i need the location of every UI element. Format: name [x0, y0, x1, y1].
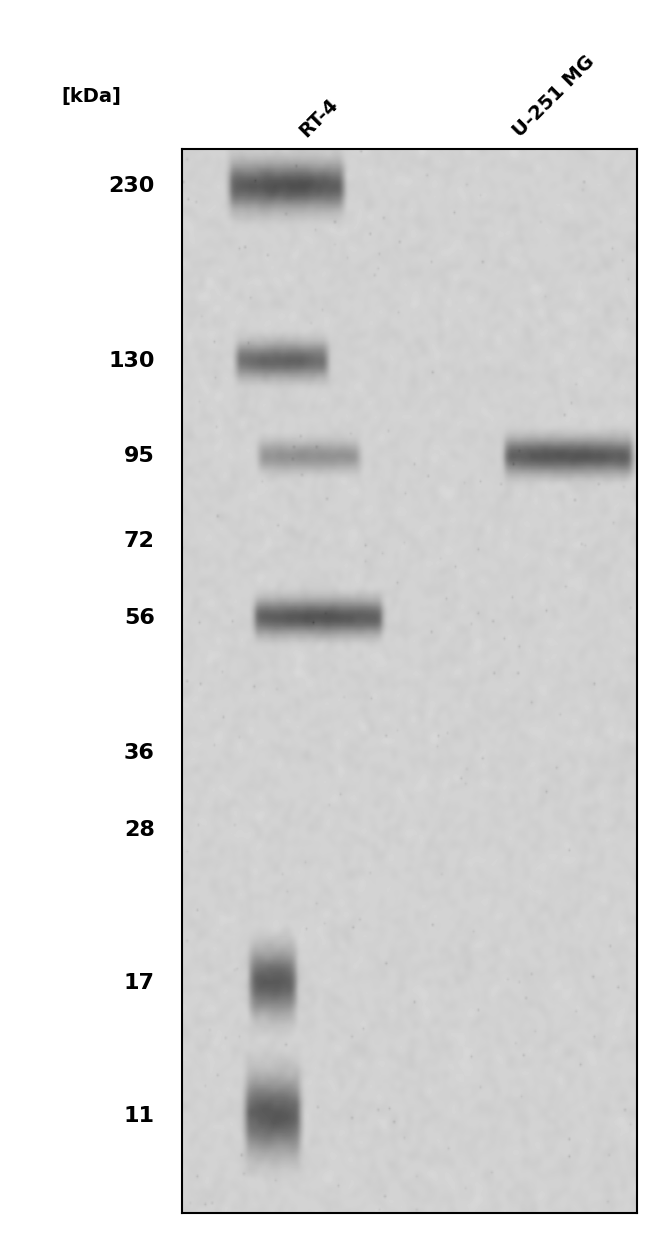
- Text: 95: 95: [124, 447, 155, 467]
- Text: 36: 36: [124, 743, 155, 764]
- Text: 230: 230: [109, 176, 155, 196]
- Text: 130: 130: [108, 350, 155, 370]
- Text: 28: 28: [124, 820, 155, 841]
- Text: U-251 MG: U-251 MG: [510, 52, 599, 141]
- Text: 56: 56: [124, 608, 155, 628]
- Text: 11: 11: [124, 1106, 155, 1125]
- Text: [kDa]: [kDa]: [61, 87, 121, 106]
- Text: 17: 17: [124, 973, 155, 993]
- Text: RT-4: RT-4: [296, 95, 342, 141]
- Text: 72: 72: [124, 531, 155, 551]
